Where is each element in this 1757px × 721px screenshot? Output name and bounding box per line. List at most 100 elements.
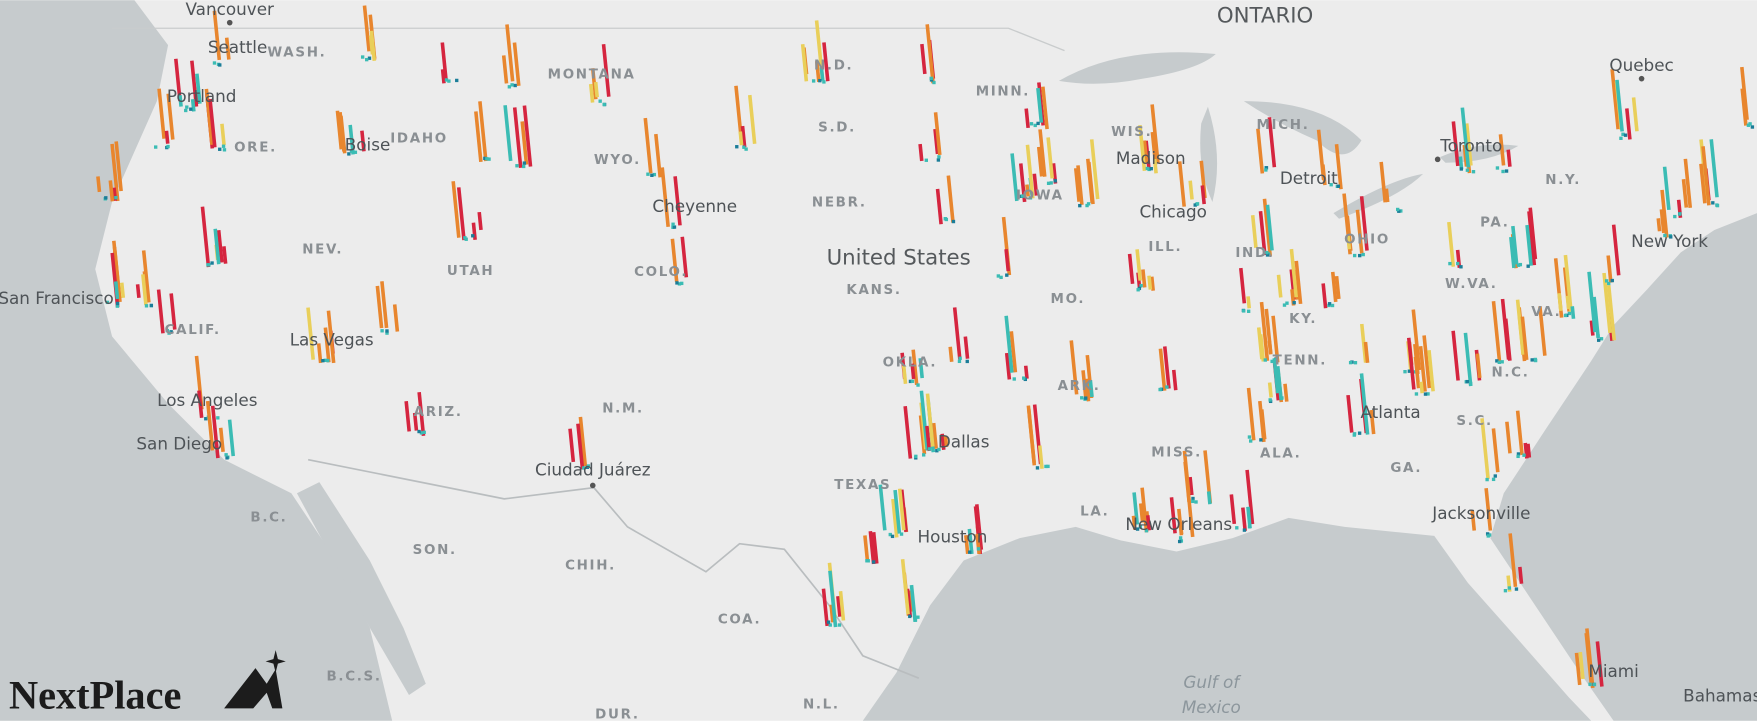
bar <box>1258 334 1266 362</box>
city-label: Atlanta <box>1360 402 1420 422</box>
bar <box>1413 356 1421 389</box>
state-label: MINN. <box>976 84 1030 99</box>
bar <box>1088 379 1094 398</box>
bar <box>1138 503 1145 523</box>
bar-base <box>1191 499 1195 504</box>
bar <box>919 390 930 451</box>
city-label: Las Vegas <box>290 329 374 349</box>
bar <box>925 24 935 84</box>
bar <box>975 533 981 555</box>
bar <box>1138 125 1147 172</box>
bar <box>1503 318 1512 361</box>
bar-base <box>1035 466 1040 470</box>
bar <box>1087 161 1095 205</box>
bar <box>1570 306 1576 319</box>
border <box>112 27 1065 52</box>
bar-base <box>184 108 188 113</box>
state-label: WYO. <box>594 153 641 168</box>
bar <box>601 44 611 97</box>
bar-base <box>677 282 682 286</box>
bar-base <box>1485 477 1489 482</box>
bar <box>967 528 974 555</box>
bar-base <box>1353 361 1358 365</box>
bar <box>1451 121 1460 167</box>
bar-base <box>447 79 451 83</box>
bar <box>1334 144 1343 190</box>
bar-base <box>385 329 389 333</box>
bar <box>748 94 757 144</box>
state-label: PA. <box>1480 216 1509 231</box>
bar <box>1595 641 1604 687</box>
bar-base <box>1022 376 1026 380</box>
bar-base <box>522 161 527 165</box>
state-label: N.C. <box>1491 366 1529 381</box>
bar <box>1258 400 1266 443</box>
bar <box>1427 349 1435 392</box>
bar <box>1073 168 1081 202</box>
bar-base <box>936 158 941 162</box>
bar <box>1363 341 1370 363</box>
state-label: IND. <box>1235 246 1274 261</box>
border <box>307 458 920 679</box>
bar-base <box>1407 369 1412 373</box>
state-label: N.M. <box>602 402 644 417</box>
logo-text: NextPlace <box>9 672 181 717</box>
bar-base <box>149 303 154 308</box>
bar-base <box>1526 264 1530 268</box>
bar <box>1346 394 1354 433</box>
bar <box>660 167 670 227</box>
bar-base <box>652 172 657 177</box>
bar-base <box>1139 283 1143 288</box>
bar-base <box>1503 589 1508 593</box>
bar-base <box>672 225 677 229</box>
bar <box>1177 508 1184 536</box>
bar <box>1200 185 1206 205</box>
bar-base <box>349 149 354 153</box>
bar-base <box>1144 529 1149 533</box>
bar <box>738 131 744 146</box>
bar <box>1169 497 1177 534</box>
bar <box>1662 166 1671 211</box>
bar-base <box>965 359 969 364</box>
bar <box>360 130 366 152</box>
bar-base <box>1149 166 1153 171</box>
bar <box>1004 249 1011 272</box>
bar-base <box>1495 166 1500 170</box>
bar-base <box>1621 132 1625 136</box>
bar <box>1683 158 1693 209</box>
bar-base <box>1514 587 1519 591</box>
bar-base <box>1329 183 1333 187</box>
bar <box>1491 428 1500 473</box>
bar-base <box>1194 500 1198 504</box>
bar <box>348 124 355 155</box>
country-label: United States <box>827 246 971 271</box>
state-label: WASH. <box>267 45 326 60</box>
bar <box>362 5 371 52</box>
bar <box>1036 87 1044 123</box>
bar-base <box>922 453 926 457</box>
bar-base <box>1053 179 1057 183</box>
city-dot <box>1434 156 1441 163</box>
city-label: San Diego <box>136 434 222 454</box>
bar-base <box>165 328 169 333</box>
bar <box>1631 97 1639 132</box>
city-label: Jacksonville <box>1431 503 1530 523</box>
bar <box>1740 66 1749 120</box>
bar-base <box>1033 123 1037 128</box>
bar-base <box>1270 359 1274 364</box>
bar-base <box>204 417 208 421</box>
bar-base <box>828 623 832 627</box>
bar-base <box>671 222 675 226</box>
city-label: Boise <box>345 134 391 154</box>
bar <box>204 88 214 146</box>
city-label: Madison <box>1116 148 1186 168</box>
bar-base <box>1084 396 1088 400</box>
bar <box>964 534 970 555</box>
bar <box>178 95 183 107</box>
bar <box>412 412 419 431</box>
bar <box>1009 331 1018 373</box>
bar <box>903 406 913 459</box>
bar <box>141 274 148 306</box>
bar <box>588 83 595 103</box>
